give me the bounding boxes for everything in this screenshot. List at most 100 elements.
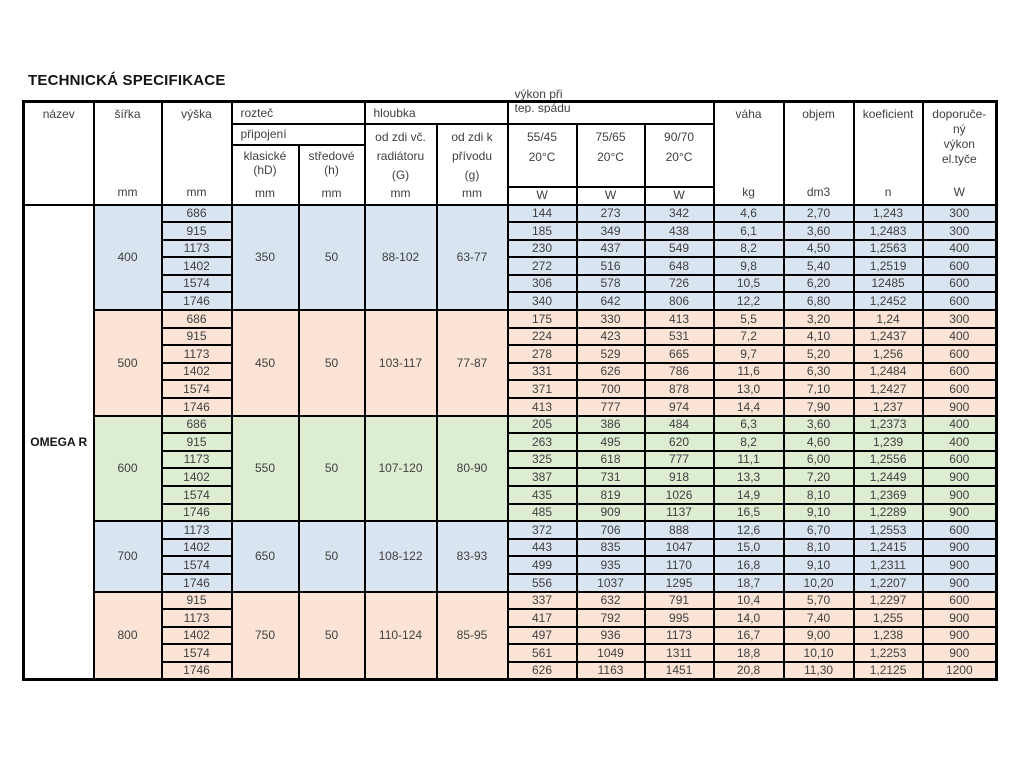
weight-cell: 9,7 [712, 344, 785, 364]
power-75-65-cell: 700 [575, 379, 646, 400]
table-row: 1574 561 1049 1311 18,8 10,10 1,2253 900 [24, 643, 998, 663]
height-cell: 1574 [160, 485, 233, 505]
weight-cell: 15,0 [712, 537, 785, 558]
coefficient-cell: 1,2373 [852, 414, 924, 435]
volume-cell: 6,00 [782, 449, 855, 470]
header-hloubka: hloubka [363, 100, 509, 125]
power-55-45-cell: 499 [506, 555, 578, 575]
power-90-70-cell: 918 [643, 467, 715, 487]
header-temp-55-45: 55/45 20°C [506, 122, 578, 188]
power-55-45-cell: 371 [506, 379, 578, 400]
pitch-classic-cell: 550 [230, 414, 300, 523]
coefficient-cell: 1,2369 [852, 485, 924, 505]
el-rod-power-cell: 600 [921, 291, 998, 312]
power-75-65-cell: 529 [575, 344, 646, 364]
power-55-45-cell: 337 [506, 590, 578, 611]
volume-cell: 9,10 [782, 502, 855, 523]
pitch-central-cell: 50 [297, 309, 366, 417]
header-depth-g: od zdi vč. radiátoru (G) mm [363, 122, 438, 206]
power-75-65-cell: 1037 [575, 572, 646, 593]
table-row: 1402 443 835 1047 15,0 8,10 1,2415 900 [24, 537, 998, 558]
table-row: 500 686 450 50 103-117 77-87 175 330 413 5,5 3,20 1… [24, 309, 998, 417]
power-55-45-cell: 306 [506, 273, 578, 294]
unit-mm: mm [321, 186, 342, 201]
pitch-classic-cell: 350 [230, 203, 300, 312]
table-row: 915 185 349 438 6,1 3,60 1,2483 300 [24, 221, 998, 241]
height-cell: 1402 [160, 625, 233, 646]
power-55-45-cell: 497 [506, 625, 578, 646]
power-55-45-cell: 175 [506, 309, 578, 329]
power-55-45-cell: 340 [506, 291, 578, 312]
weight-cell: 6,1 [712, 221, 785, 241]
power-90-70-cell: 484 [643, 414, 715, 435]
el-rod-power-cell: 600 [921, 449, 998, 470]
power-75-65-cell: 642 [575, 291, 646, 312]
weight-cell: 5,5 [712, 309, 785, 329]
el-rod-power-cell: 400 [921, 238, 998, 259]
header-objem: objem dm3 [782, 100, 855, 206]
table-row: 1402 272 516 648 9,8 5,40 1,2519 600 [24, 256, 998, 276]
el-rod-power-cell: 900 [921, 467, 998, 487]
weight-cell: 9,8 [712, 256, 785, 276]
power-90-70-cell: 648 [643, 256, 715, 276]
coefficient-cell: 1,2484 [852, 361, 924, 382]
unit-mm: mm [462, 185, 482, 200]
weight-cell: 12,2 [712, 291, 785, 312]
weight-cell: 7,2 [712, 326, 785, 347]
power-55-45-cell: 272 [506, 256, 578, 276]
power-90-70-cell: 438 [643, 221, 715, 241]
product-name-cell: OMEGA R [22, 203, 95, 681]
power-90-70-cell: 888 [643, 520, 715, 540]
unit-w: W [953, 184, 965, 199]
weight-cell: 10,5 [712, 273, 785, 294]
table-row: 915 263 495 620 8,2 4,60 1,239 400 [24, 432, 998, 452]
height-cell: 915 [160, 221, 233, 241]
coefficient-cell: 1,2415 [852, 537, 924, 558]
table-row: 1402 497 936 1173 16,7 9,00 1,238 900 [24, 625, 998, 646]
el-rod-power-cell: 900 [921, 502, 998, 523]
height-cell: 1574 [160, 379, 233, 400]
weight-cell: 16,5 [712, 502, 785, 523]
volume-cell: 10,20 [782, 572, 855, 593]
depth-from-wall-cell: 108-122 [363, 520, 438, 593]
power-75-65-cell: 386 [575, 414, 646, 435]
power-75-65-cell: 1049 [575, 643, 646, 663]
height-cell: 1746 [160, 291, 233, 312]
power-90-70-cell: 1173 [643, 625, 715, 646]
power-55-45-cell: 435 [506, 485, 578, 505]
unit-kg: kg [742, 184, 755, 199]
coefficient-cell: 1,243 [852, 203, 924, 224]
depth-from-wall-cell: 88-102 [363, 203, 438, 312]
weight-cell: 18,7 [712, 572, 785, 593]
height-cell: 1746 [160, 397, 233, 417]
weight-cell: 11,6 [712, 361, 785, 382]
power-55-45-cell: 278 [506, 344, 578, 364]
coefficient-cell: 1,2556 [852, 449, 924, 470]
power-90-70-cell: 791 [643, 590, 715, 611]
coefficient-cell: 1,2289 [852, 502, 924, 523]
height-cell: 1574 [160, 273, 233, 294]
height-cell: 686 [160, 309, 233, 329]
volume-cell: 7,20 [782, 467, 855, 487]
header-sirka: šířka mm [92, 100, 163, 206]
volume-cell: 6,80 [782, 291, 855, 312]
pitch-classic-cell: 450 [230, 309, 300, 417]
el-rod-power-cell: 900 [921, 643, 998, 663]
coefficient-cell: 1,2449 [852, 467, 924, 487]
power-55-45-cell: 387 [506, 467, 578, 487]
table-row: 1402 331 626 786 11,6 6,30 1,2484 600 [24, 361, 998, 382]
power-90-70-cell: 726 [643, 273, 715, 294]
power-75-65-cell: 731 [575, 467, 646, 487]
depth-to-inlet-cell: 85-95 [435, 590, 509, 681]
spec-table: název šířka mm výška mm rozteč hloubka výk… [22, 87, 999, 682]
power-55-45-cell: 561 [506, 643, 578, 663]
el-rod-power-cell: 600 [921, 520, 998, 540]
volume-cell: 11,30 [782, 660, 855, 681]
power-90-70-cell: 1170 [643, 555, 715, 575]
pitch-central-cell: 50 [297, 203, 366, 312]
power-90-70-cell: 1451 [643, 660, 715, 681]
depth-to-inlet-cell: 63-77 [435, 203, 509, 312]
coefficient-cell: 1,2311 [852, 555, 924, 575]
header-depth-g2: od zdi k přívodu (g) mm [435, 122, 509, 206]
height-cell: 915 [160, 326, 233, 347]
